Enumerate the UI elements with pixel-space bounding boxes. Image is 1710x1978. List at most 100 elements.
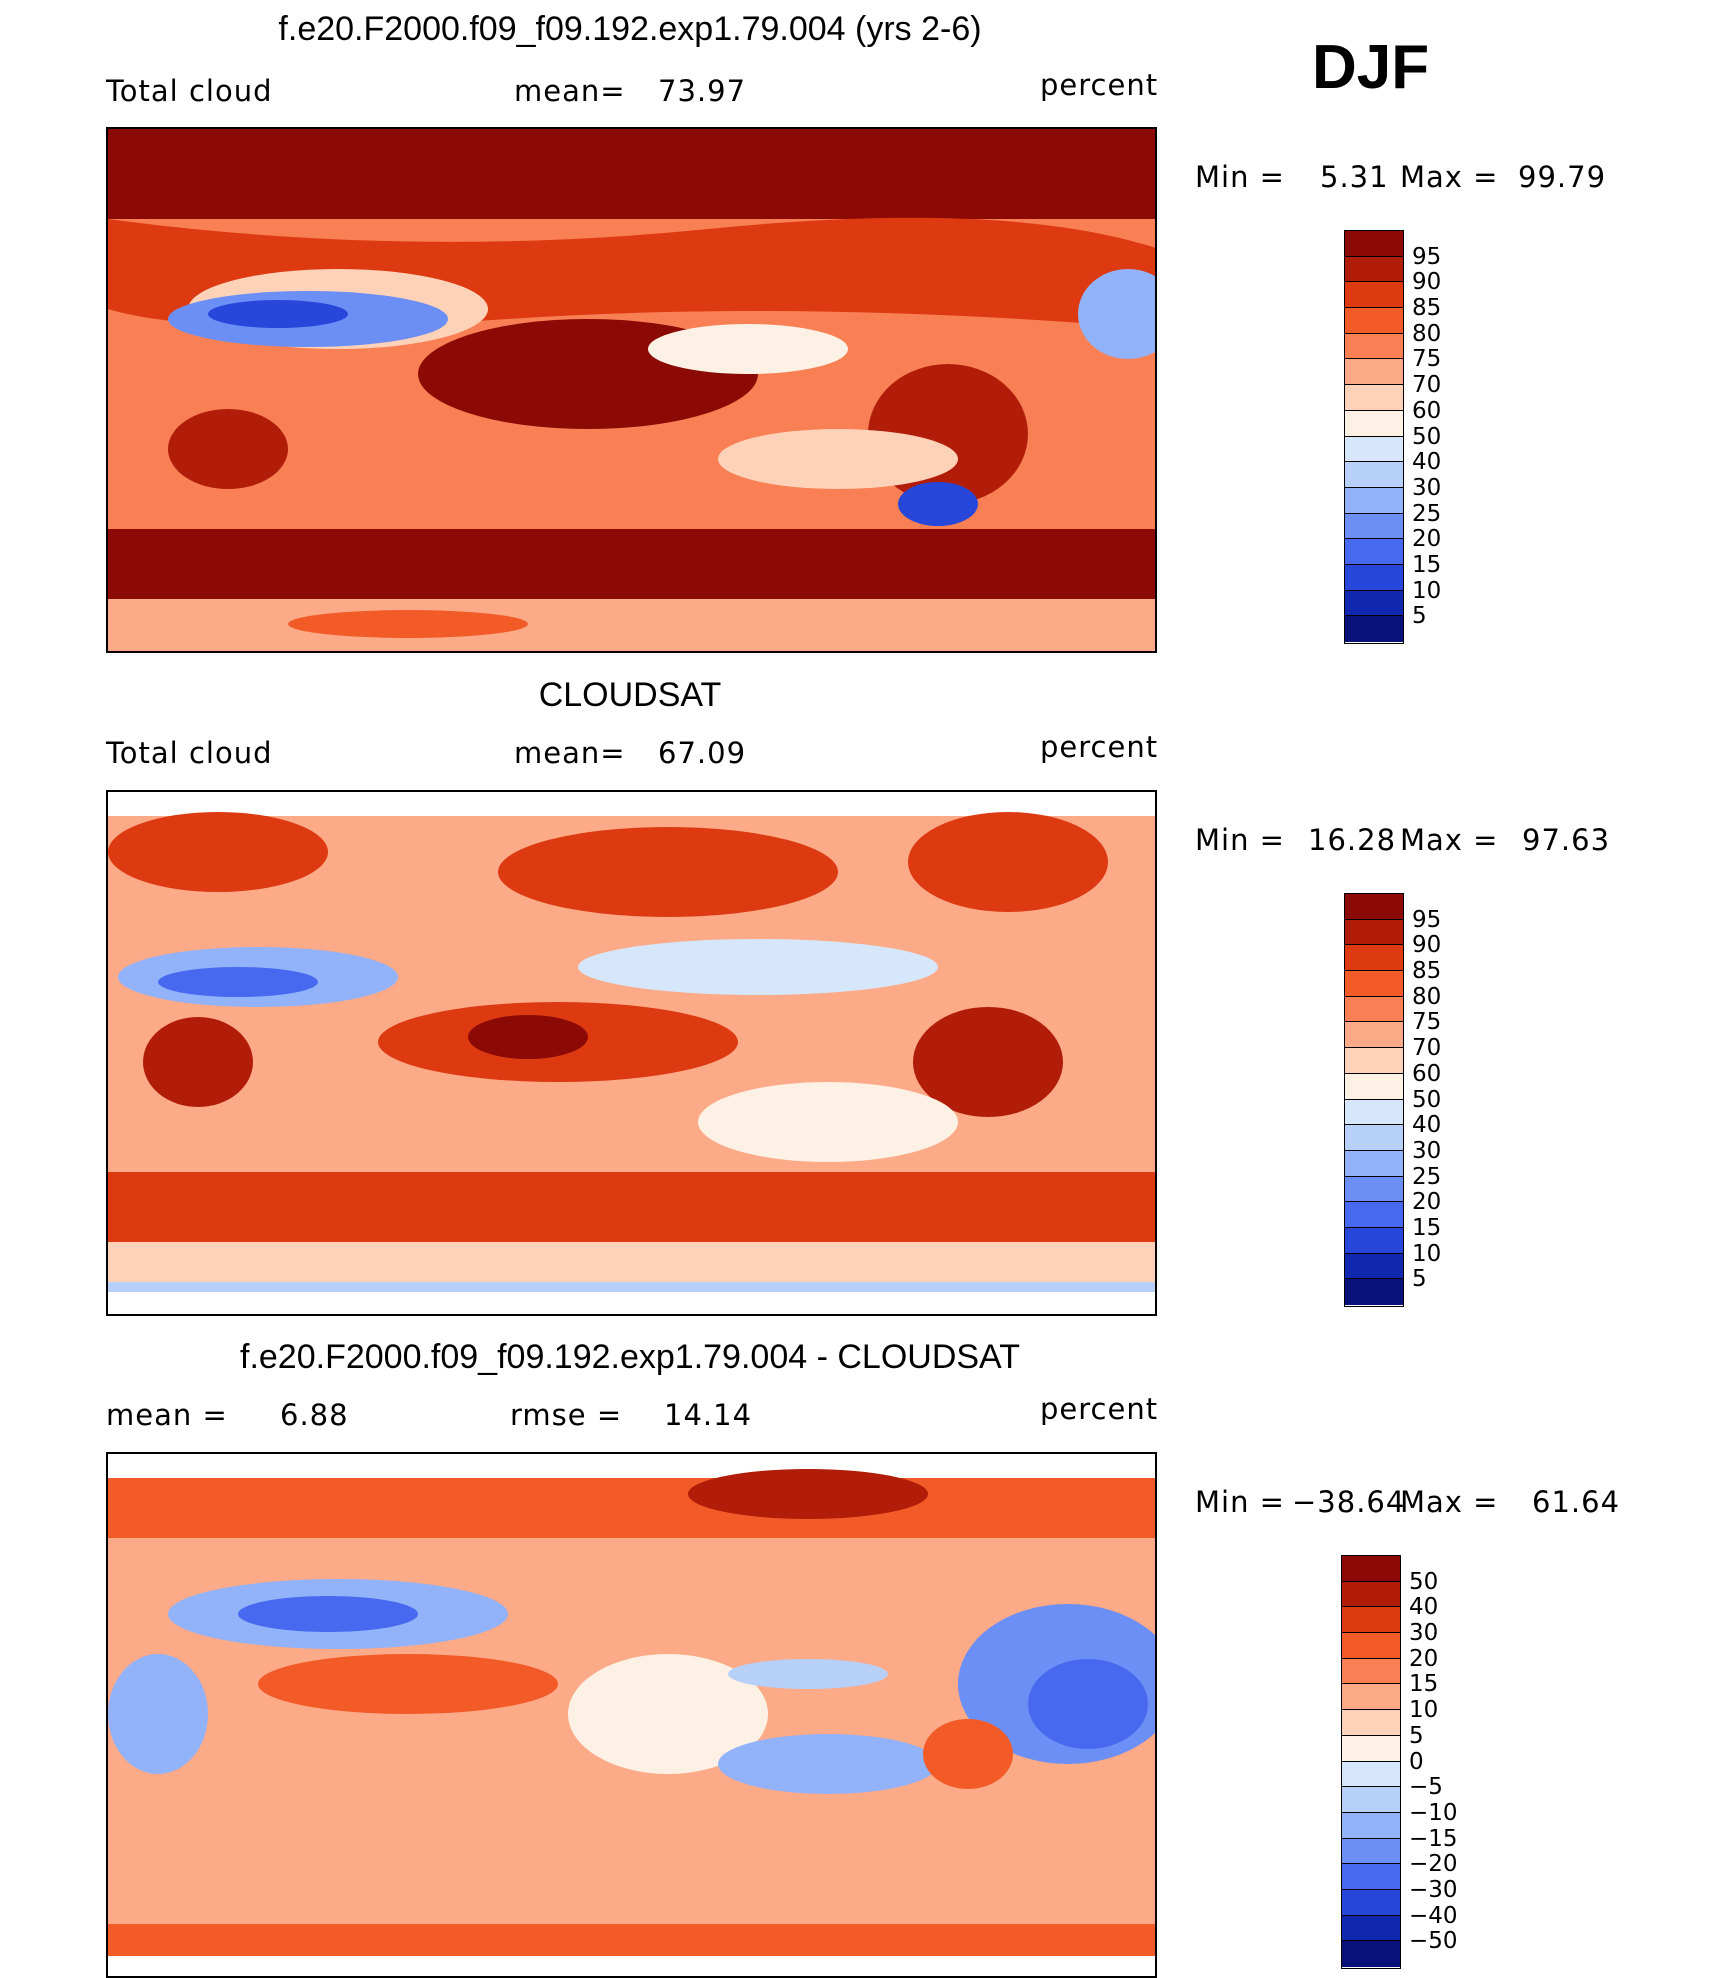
panel1-colorbar-segment [1345,410,1403,437]
panel2-colorbar-tick-label: 90 [1412,932,1442,959]
panel1-colorbar-tick-label: 25 [1412,500,1442,527]
panel2-min-label: Min = [1195,823,1285,857]
panel2-colorbar-tick-label: 25 [1412,1163,1442,1190]
panel2-colorbar-tick-label: 5 [1412,1266,1427,1293]
panel2-colorbar-tick-label: 30 [1412,1137,1442,1164]
panel3-colorbar-tick-label: 0 [1409,1748,1424,1775]
panel2-colorbar-segment [1345,945,1403,972]
panel2-title: CLOUDSAT [538,676,722,714]
panel3-colorbar-tick-label: −10 [1409,1799,1458,1826]
panel1-colorbar [1344,230,1404,644]
panel1-colorbar-tick-label: 95 [1412,243,1442,270]
panel2-colorbar-segment [1345,894,1403,920]
panel1-min-label: Min = [1195,160,1285,194]
panel2-colorbar-segment [1345,1176,1403,1203]
panel3-units-label: percent [1040,1392,1159,1426]
panel2-variable-label: Total cloud [106,736,273,770]
panel3-colorbar-tick-label: −30 [1409,1876,1458,1903]
panel3-colorbar-tick-label: −50 [1409,1928,1458,1955]
panel1-map [106,127,1157,653]
panel3-colorbar-segment [1342,1787,1400,1813]
panel3-colorbar-segment [1342,1684,1400,1711]
panel3-colorbar-tick-label: 40 [1409,1594,1439,1621]
panel3-max-value: 61.64 [1532,1485,1621,1519]
panel3-map-field [108,1454,1155,1976]
panel2-colorbar-segment [1345,1125,1403,1151]
panel3-colorbar-tick-label: 15 [1409,1671,1439,1698]
panel3-min-label: Min = [1195,1485,1285,1519]
panel1-mean-value: 73.97 [658,74,747,108]
panel2-units-label: percent [1040,730,1159,764]
panel3-map [106,1452,1157,1978]
panel1-colorbar-segment [1345,231,1403,257]
panel1-colorbar-tick-label: 5 [1412,603,1427,630]
panel2-map [106,790,1157,1316]
panel2-colorbar-tick-label: 20 [1412,1189,1442,1216]
panel3-colorbar-tick-label: 20 [1409,1645,1439,1672]
panel1-colorbar-segment [1345,256,1403,283]
panel3-title: f.e20.F2000.f09_f09.192.exp1.79.004 - CL… [240,1338,1020,1376]
season-label: DJF [1312,33,1430,102]
panel3-colorbar-tick-label: 10 [1409,1697,1439,1724]
panel3-colorbar [1341,1555,1401,1969]
panel2-colorbar-tick-label: 80 [1412,983,1442,1010]
panel1-colorbar-tick-label: 15 [1412,551,1442,578]
panel3-rmse-label: rmse = [510,1398,623,1432]
panel1-colorbar-segment [1345,436,1403,463]
panel2-mean-label: mean= [514,736,626,770]
panel1-min-value: 5.31 [1320,160,1389,194]
panel1-variable-label: Total cloud [106,74,273,108]
panel1-colorbar-tick-label: 75 [1412,346,1442,373]
panel2-colorbar-tick-label: 15 [1412,1214,1442,1241]
panel1-colorbar-tick-label: 30 [1412,474,1442,501]
panel2-colorbar-segment [1345,1202,1403,1228]
panel1-colorbar-segment [1345,385,1403,411]
panel1-colorbar-segment [1345,513,1403,540]
panel3-colorbar-tick-label: 50 [1409,1568,1439,1595]
panel2-colorbar-tick-label: 70 [1412,1035,1442,1062]
panel3-min-value: −38.64 [1292,1485,1406,1519]
panel2-mean-value: 67.09 [658,736,747,770]
panel2-colorbar-tick-label: 60 [1412,1060,1442,1087]
panel1-colorbar-tick-label: 50 [1412,423,1442,450]
panel3-colorbar-segment [1342,1658,1400,1685]
panel1-title: f.e20.F2000.f09_f09.192.exp1.79.004 (yrs… [278,10,982,48]
panel3-colorbar-segment [1342,1710,1400,1736]
panel1-units-label: percent [1040,68,1159,102]
panel2-max-value: 97.63 [1522,823,1611,857]
panel1-colorbar-tick-label: 80 [1412,320,1442,347]
panel3-colorbar-segment [1342,1735,1400,1762]
panel1-colorbar-tick-label: 10 [1412,577,1442,604]
panel1-colorbar-tick-label: 70 [1412,372,1442,399]
panel2-colorbar-segment [1345,1279,1403,1305]
panel2-min-value: 16.28 [1308,823,1397,857]
panel1-colorbar-segment [1345,462,1403,488]
panel2-colorbar-tick-label: 85 [1412,958,1442,985]
panel3-colorbar-tick-label: −40 [1409,1902,1458,1929]
panel1-colorbar-segment [1345,333,1403,360]
panel3-colorbar-segment [1342,1581,1400,1608]
panel2-max-label: Max = [1400,823,1499,857]
panel1-map-field [108,129,1155,651]
panel2-colorbar-segment [1345,1227,1403,1254]
panel3-max-label: Max = [1400,1485,1499,1519]
panel1-max-value: 99.79 [1518,160,1607,194]
panel3-mean-value: 6.88 [280,1398,349,1432]
panel2-colorbar-segment [1345,1073,1403,1100]
panel1-colorbar-segment [1345,359,1403,386]
panel1-colorbar-tick-label: 40 [1412,449,1442,476]
panel2-colorbar [1344,893,1404,1307]
panel2-colorbar-tick-label: 75 [1412,1009,1442,1036]
panel1-colorbar-segment [1345,539,1403,565]
panel2-colorbar-segment [1345,1099,1403,1126]
panel1-colorbar-segment [1345,616,1403,642]
panel1-colorbar-segment [1345,590,1403,617]
panel3-colorbar-tick-label: 5 [1409,1722,1424,1749]
panel3-colorbar-segment [1342,1556,1400,1582]
panel3-colorbar-tick-label: 30 [1409,1620,1439,1647]
panel3-colorbar-segment [1342,1941,1400,1967]
panel3-colorbar-tick-label: −15 [1409,1825,1458,1852]
panel2-colorbar-segment [1345,1048,1403,1074]
panel2-colorbar-segment [1345,971,1403,997]
panel1-colorbar-segment [1345,308,1403,334]
